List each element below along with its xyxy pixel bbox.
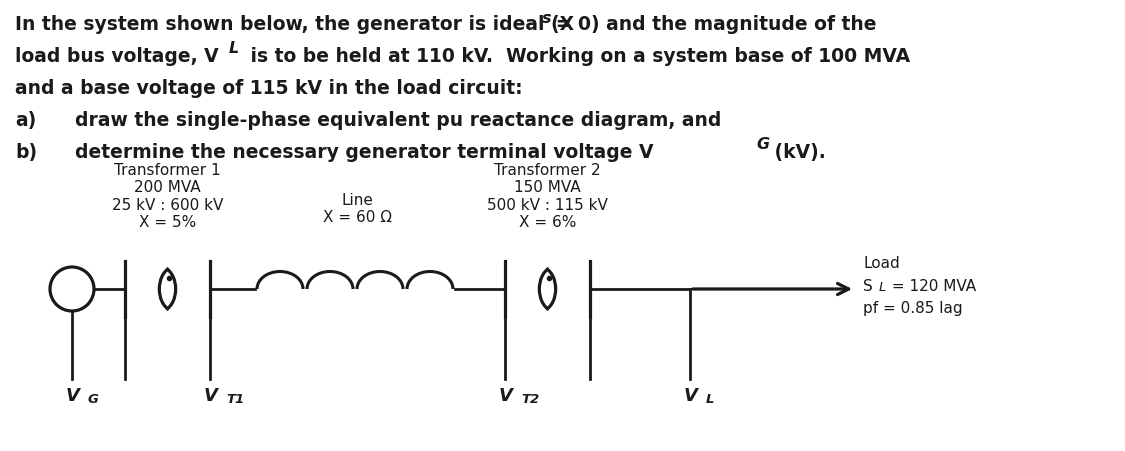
Text: T2: T2 [521, 393, 539, 406]
Text: determine the necessary generator terminal voltage V: determine the necessary generator termin… [75, 143, 654, 162]
Text: S: S [863, 279, 873, 294]
Text: = 120 MVA: = 120 MVA [886, 279, 976, 294]
Text: is to be held at 110 kV.  Working on a system base of 100 MVA: is to be held at 110 kV. Working on a sy… [244, 47, 910, 66]
Text: Line
X = 60 Ω: Line X = 60 Ω [323, 193, 392, 226]
Text: (kV).: (kV). [768, 143, 826, 162]
Text: L: L [706, 393, 714, 406]
Text: pf = 0.85 lag: pf = 0.85 lag [863, 301, 963, 316]
Text: load bus voltage, V: load bus voltage, V [15, 47, 218, 66]
Text: = 0) and the magnitude of the: = 0) and the magnitude of the [552, 15, 876, 34]
Text: V: V [500, 387, 513, 405]
Text: V: V [684, 387, 698, 405]
Text: Transformer 2
150 MVA
500 kV : 115 kV
X = 6%: Transformer 2 150 MVA 500 kV : 115 kV X … [487, 163, 608, 230]
Text: Load: Load [863, 256, 900, 271]
Text: V: V [204, 387, 218, 405]
Text: G: G [88, 393, 99, 406]
Text: T1: T1 [226, 393, 244, 406]
Text: Transformer 1
200 MVA
25 kV : 600 kV
X = 5%: Transformer 1 200 MVA 25 kV : 600 kV X =… [111, 163, 223, 230]
Text: V: V [66, 387, 80, 405]
Text: draw the single-phase equivalent pu reactance diagram, and: draw the single-phase equivalent pu reac… [75, 111, 721, 130]
Text: G: G [756, 137, 770, 152]
Text: a): a) [15, 111, 36, 130]
Text: s: s [542, 11, 551, 26]
Text: b): b) [15, 143, 37, 162]
Text: In the system shown below, the generator is ideal (X: In the system shown below, the generator… [15, 15, 574, 34]
Text: L: L [879, 281, 886, 294]
Text: L: L [229, 41, 240, 56]
Text: and a base voltage of 115 kV in the load circuit:: and a base voltage of 115 kV in the load… [15, 79, 523, 98]
